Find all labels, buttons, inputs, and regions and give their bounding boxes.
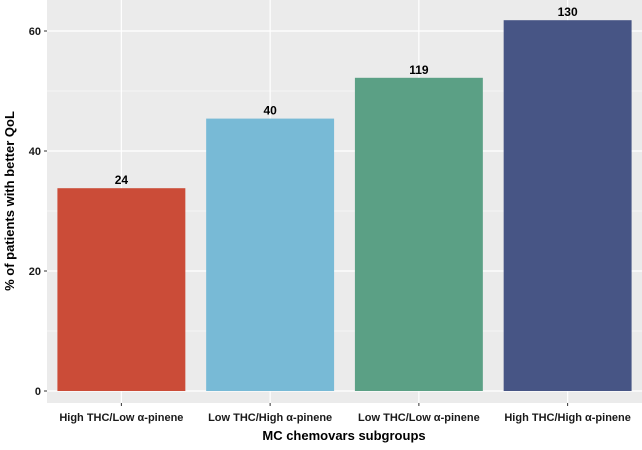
- x-axis-title: MC chemovars subgroups: [262, 428, 425, 443]
- bar: [503, 20, 632, 391]
- x-tick-label: High THC/High α-pinene: [504, 412, 631, 424]
- y-tick-label: 40: [29, 146, 41, 158]
- x-tick-label: Low THC/Low α-pinene: [358, 412, 480, 424]
- y-tick-label: 0: [35, 386, 41, 398]
- x-tick-label: Low THC/High α-pinene: [208, 412, 332, 424]
- bar-data-label: 119: [409, 63, 429, 77]
- bar-data-label: 40: [263, 104, 277, 118]
- bar: [57, 188, 186, 391]
- y-axis-ticks: 0 20 40 60: [29, 26, 47, 398]
- bar: [354, 77, 483, 392]
- x-axis-ticks: High THC/Low α-pinene Low THC/High α-pine…: [59, 403, 631, 424]
- bar-layer: [57, 20, 632, 392]
- x-tick-label: High THC/Low α-pinene: [59, 412, 183, 424]
- bar: [206, 118, 335, 391]
- y-axis-title: % of patients with better QoL: [2, 111, 17, 291]
- y-tick-label: 60: [29, 26, 41, 38]
- bar-data-label: 130: [558, 5, 578, 19]
- y-tick-label: 20: [29, 266, 41, 278]
- data-label-layer: 24 40 119 130: [115, 5, 578, 187]
- bar-data-label: 24: [115, 173, 129, 187]
